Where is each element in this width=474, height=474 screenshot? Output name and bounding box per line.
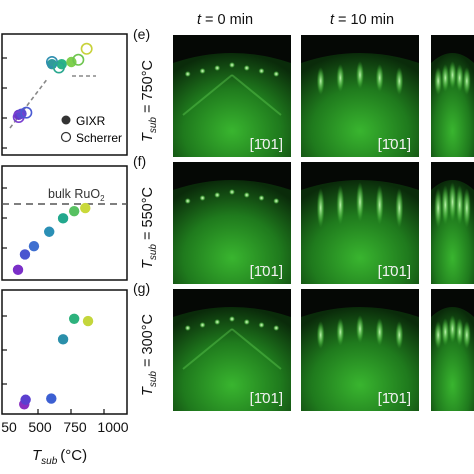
- legend: GIXR Scherrer: [60, 114, 122, 145]
- middle-point-0-0: [12, 264, 24, 276]
- bottom-point-0-4: [68, 313, 80, 324]
- rheed-image-0-1: [1̄01]: [301, 35, 419, 157]
- x-tick-50: 50: [1, 419, 17, 435]
- direction-label: [1̄01]: [250, 263, 283, 280]
- row-temperature-label: Tsub = 750°C: [140, 60, 159, 142]
- right-panels: t = 0 min t = 10 min (e) Tsub = 750°C [1̄0…: [133, 12, 474, 411]
- row-tag: (g): [133, 280, 150, 296]
- rheed-image-1-2: [431, 162, 474, 284]
- middle-scatter: [12, 202, 91, 276]
- middle-point-0-4: [57, 213, 69, 224]
- row-tag: (e): [133, 26, 150, 42]
- top-point-1-5: [80, 42, 93, 55]
- direction-label: [1̄01]: [250, 390, 283, 407]
- rheed-image-1-0: [1̄01]: [173, 162, 291, 284]
- rheed-row-2: (g) Tsub = 300°C [1̄01] [1̄01]: [133, 280, 474, 411]
- top-point-0-3: [56, 58, 67, 70]
- middle-point-0-6: [80, 202, 91, 214]
- rheed-image-1-1: [1̄01]: [301, 162, 419, 284]
- rheed-image-0-0: [1̄01]: [173, 35, 291, 157]
- rheed-row-1: (f) Tsub = 550°C [1̄01] [1̄01]: [133, 153, 474, 284]
- bulk-annotation: bulk RuO2: [48, 187, 105, 203]
- legend-gixr-marker: [61, 115, 71, 125]
- middle-point-0-3: [44, 226, 55, 237]
- top-point-1-4: [72, 53, 85, 66]
- col-header-1: t = 10 min: [330, 12, 394, 28]
- legend-scherrer-label: Scherrer: [76, 131, 122, 145]
- x-tick-1000: 1000: [97, 419, 128, 435]
- rheed-rows: (e) Tsub = 750°C [1̄01] [1̄01] (f) Tsub = 550…: [133, 26, 474, 411]
- row-temperature-label: Tsub = 550°C: [140, 187, 159, 269]
- bottom-point-0-3: [57, 334, 69, 345]
- col-header-0: t = 0 min: [197, 12, 253, 28]
- panel-bottom-frame: [1, 289, 128, 415]
- panel-top-frame: [1, 33, 128, 156]
- direction-label: [1̄01]: [378, 390, 411, 407]
- bottom-point-0-5: [82, 315, 94, 327]
- left-axis-ticks: [2, 57, 105, 414]
- row-tag: (f): [133, 153, 146, 169]
- rheed-image-2-0: [1̄01]: [173, 289, 291, 411]
- middle-point-0-5: [68, 205, 80, 217]
- panel-mid-frame: [1, 165, 128, 281]
- bottom-scatter: [19, 313, 94, 410]
- direction-label: [1̄01]: [378, 136, 411, 153]
- direction-label: [1̄01]: [378, 263, 411, 280]
- middle-point-0-2: [28, 240, 40, 252]
- top-scatter: [12, 42, 93, 124]
- bottom-point-0-2: [46, 393, 57, 404]
- top-point-1-1: [20, 106, 33, 119]
- rheed-row-0: (e) Tsub = 750°C [1̄01] [1̄01]: [133, 26, 474, 157]
- x-tick-750: 750: [63, 419, 87, 435]
- x-tick-labels: 50 500 750 1000: [1, 419, 129, 435]
- bottom-point-0-1: [20, 394, 31, 405]
- x-tick-500: 500: [28, 419, 52, 435]
- left-panels: GIXR Scherrer bulk RuO2 50 500 750 1000 …: [1, 33, 129, 467]
- top-point-1-3: [52, 61, 65, 74]
- row-temperature-label: Tsub = 300°C: [140, 314, 159, 396]
- top-point-0-4: [66, 56, 77, 68]
- rheed-image-2-2: [431, 289, 474, 411]
- legend-gixr-label: GIXR: [76, 114, 106, 128]
- rheed-image-2-1: [1̄01]: [301, 289, 419, 411]
- legend-scherrer-marker: [60, 131, 72, 143]
- x-axis-label: Tsub (°C): [32, 447, 87, 467]
- top-trend-line: [9, 77, 49, 129]
- rheed-image-0-2: [431, 35, 474, 157]
- middle-point-0-1: [19, 249, 31, 260]
- direction-label: [1̄01]: [250, 136, 283, 153]
